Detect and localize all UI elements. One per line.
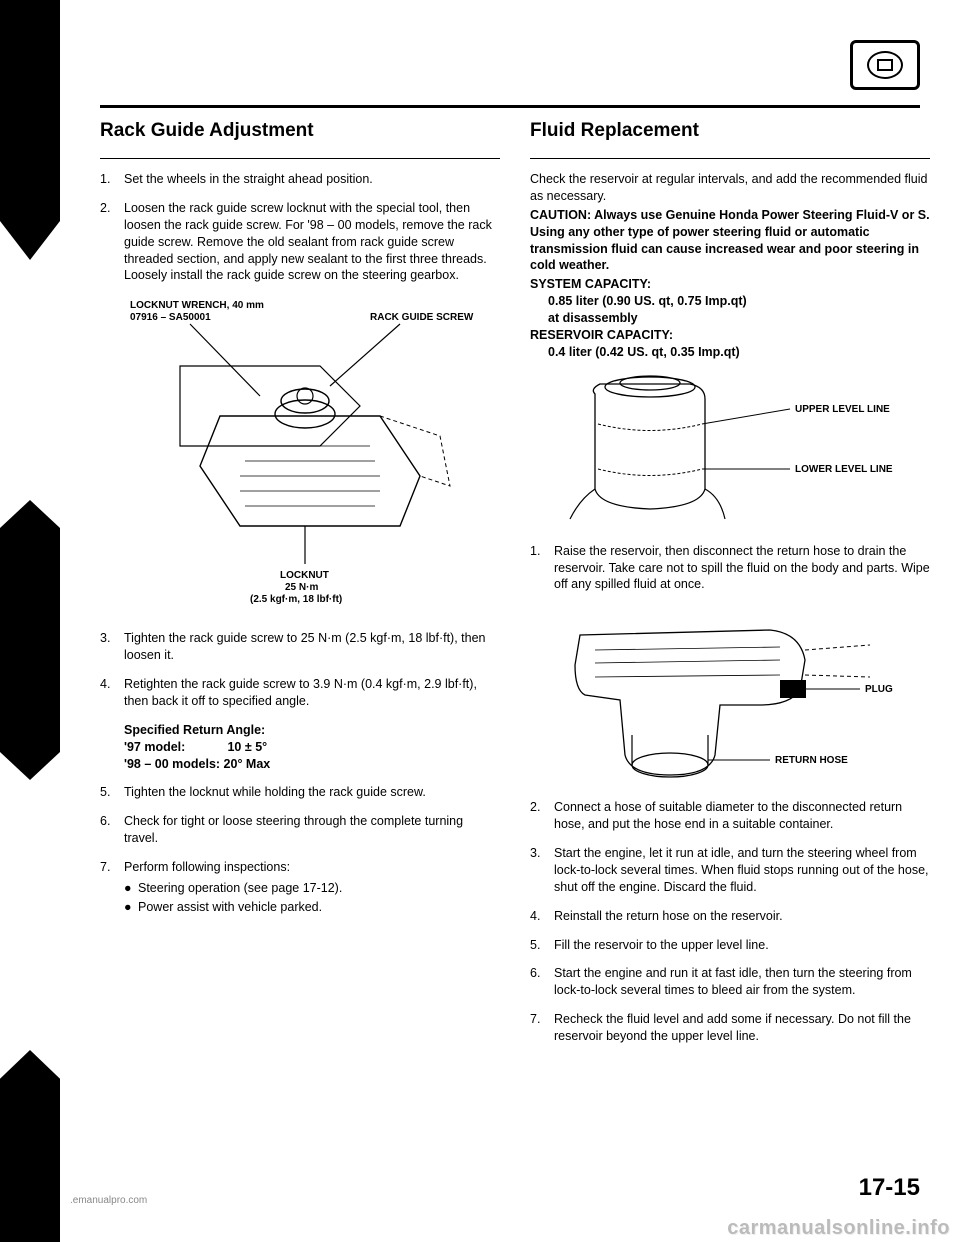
step-number: 2.	[100, 200, 124, 284]
step-item: 4. Retighten the rack guide screw to 3.9…	[100, 676, 500, 710]
reservoir-line: 0.4 liter (0.42 US. qt, 0.35 Imp.qt)	[548, 344, 930, 361]
step-item: 5. Fill the reservoir to the upper level…	[530, 937, 930, 954]
column-rule	[100, 158, 500, 159]
diag-label: LOWER LEVEL LINE	[795, 464, 893, 475]
left-steps-a: 1. Set the wheels in the straight ahead …	[100, 171, 500, 284]
plug-diagram: PLUG RETURN HOSE	[530, 605, 930, 785]
step-text: Perform following inspections: ● Steerin…	[124, 859, 500, 918]
page-content: Rack Guide Adjustment 1. Set the wheels …	[70, 20, 940, 1220]
step-text: Fill the reservoir to the upper level li…	[554, 937, 930, 954]
diag-label: RACK GUIDE SCREW	[370, 312, 474, 323]
intro-text: Check the reservoir at regular intervals…	[530, 171, 930, 205]
step-number: 3.	[530, 845, 554, 896]
step-number: 7.	[100, 859, 124, 918]
step-item: 7. Perform following inspections: ● Stee…	[100, 859, 500, 918]
step-number: 6.	[100, 813, 124, 847]
sub-bullet: ● Power assist with vehicle parked.	[124, 899, 500, 916]
step-item: 7. Recheck the fluid level and add some …	[530, 1011, 930, 1045]
step-number: 4.	[100, 676, 124, 710]
step-text: Start the engine, let it run at idle, an…	[554, 845, 930, 896]
header-rule	[100, 105, 920, 108]
step-text: Reinstall the return hose on the reservo…	[554, 908, 930, 925]
diag-label: LOCKNUT WRENCH, 40 mm	[130, 300, 264, 311]
step-item: 1. Set the wheels in the straight ahead …	[100, 171, 500, 188]
step-text: Loosen the rack guide screw locknut with…	[124, 200, 500, 284]
step-item: 1. Raise the reservoir, then disconnect …	[530, 543, 930, 594]
bullet-icon: ●	[124, 880, 138, 897]
step-text: Connect a hose of suitable diameter to t…	[554, 799, 930, 833]
binding-edge	[0, 0, 70, 1242]
step-item: 3. Start the engine, let it run at idle,…	[530, 845, 930, 896]
caution-text: CAUTION: Always use Genuine Honda Power …	[530, 207, 930, 275]
step-number: 1.	[100, 171, 124, 188]
binding-tab	[0, 500, 60, 780]
left-title: Rack Guide Adjustment	[100, 120, 500, 142]
diag-label: PLUG	[865, 684, 893, 695]
step-text: Tighten the locknut while holding the ra…	[124, 784, 500, 801]
bullet-text: Power assist with vehicle parked.	[138, 899, 322, 916]
diag-label: 25 N·m	[285, 582, 318, 593]
step-text: Recheck the fluid level and add some if …	[554, 1011, 930, 1045]
step-text: Start the engine and run it at fast idle…	[554, 965, 930, 999]
capacity-line: at disassembly	[548, 310, 930, 327]
step-item: 5. Tighten the locknut while holding the…	[100, 784, 500, 801]
step-number: 5.	[530, 937, 554, 954]
step-item: 3. Tighten the rack guide screw to 25 N·…	[100, 630, 500, 664]
right-steps-b: 2. Connect a hose of suitable diameter t…	[530, 799, 930, 1045]
capacity-line: 0.85 liter (0.90 US. qt, 0.75 Imp.qt)	[548, 293, 930, 310]
reservoir-diagram: UPPER LEVEL LINE LOWER LEVEL LINE	[530, 369, 930, 529]
step-number: 6.	[530, 965, 554, 999]
step-number: 1.	[530, 543, 554, 594]
binding-tab	[0, 0, 60, 260]
left-steps-b: 3. Tighten the rack guide screw to 25 N·…	[100, 630, 500, 710]
diag-label: 07916 – SA50001	[130, 312, 211, 323]
step-text: Tighten the rack guide screw to 25 N·m (…	[124, 630, 500, 664]
page-number: 17-15	[859, 1174, 920, 1202]
spec-heading: Specified Return Angle:	[124, 722, 500, 739]
step-item: 6. Check for tight or loose steering thr…	[100, 813, 500, 847]
column-rule	[530, 158, 930, 159]
step-text-main: Perform following inspections:	[124, 860, 290, 874]
right-steps-a: 1. Raise the reservoir, then disconnect …	[530, 543, 930, 594]
diag-label: (2.5 kgf·m, 18 lbf·ft)	[250, 594, 342, 605]
capacity-heading: SYSTEM CAPACITY:	[530, 276, 930, 293]
sub-bullet: ● Steering operation (see page 17-12).	[124, 880, 500, 897]
step-number: 2.	[530, 799, 554, 833]
diag-label: UPPER LEVEL LINE	[795, 404, 890, 415]
right-title: Fluid Replacement	[530, 120, 930, 142]
spec-line: 10 ± 5°	[227, 740, 267, 754]
footer-source: .emanualpro.com	[70, 1195, 147, 1206]
bullet-text: Steering operation (see page 17-12).	[138, 880, 342, 897]
right-column: Fluid Replacement Check the reservoir at…	[530, 120, 930, 1057]
header-icon	[850, 40, 920, 90]
spec-line: '97 model:	[124, 739, 224, 756]
rack-guide-diagram: LOCKNUT WRENCH, 40 mm 07916 – SA50001 RA…	[100, 296, 500, 616]
step-text: Set the wheels in the straight ahead pos…	[124, 171, 500, 188]
step-number: 3.	[100, 630, 124, 664]
step-number: 4.	[530, 908, 554, 925]
step-item: 4. Reinstall the return hose on the rese…	[530, 908, 930, 925]
bullet-icon: ●	[124, 899, 138, 916]
step-text: Retighten the rack guide screw to 3.9 N·…	[124, 676, 500, 710]
diag-label: RETURN HOSE	[775, 755, 848, 766]
reservoir-heading: RESERVOIR CAPACITY:	[530, 327, 930, 344]
step-item: 2. Loosen the rack guide screw locknut w…	[100, 200, 500, 284]
diag-label: LOCKNUT	[280, 570, 329, 581]
step-item: 2. Connect a hose of suitable diameter t…	[530, 799, 930, 833]
spec-block: Specified Return Angle: '97 model: 10 ± …	[124, 722, 500, 773]
step-item: 6. Start the engine and run it at fast i…	[530, 965, 930, 999]
step-number: 7.	[530, 1011, 554, 1045]
step-number: 5.	[100, 784, 124, 801]
watermark: carmanualsonline.info	[727, 1217, 950, 1240]
step-text: Check for tight or loose steering throug…	[124, 813, 500, 847]
left-column: Rack Guide Adjustment 1. Set the wheels …	[100, 120, 500, 1057]
step-text: Raise the reservoir, then disconnect the…	[554, 543, 930, 594]
binding-tab	[0, 1050, 60, 1242]
left-steps-c: 5. Tighten the locknut while holding the…	[100, 784, 500, 917]
spec-line: '98 – 00 models: 20° Max	[124, 756, 500, 773]
